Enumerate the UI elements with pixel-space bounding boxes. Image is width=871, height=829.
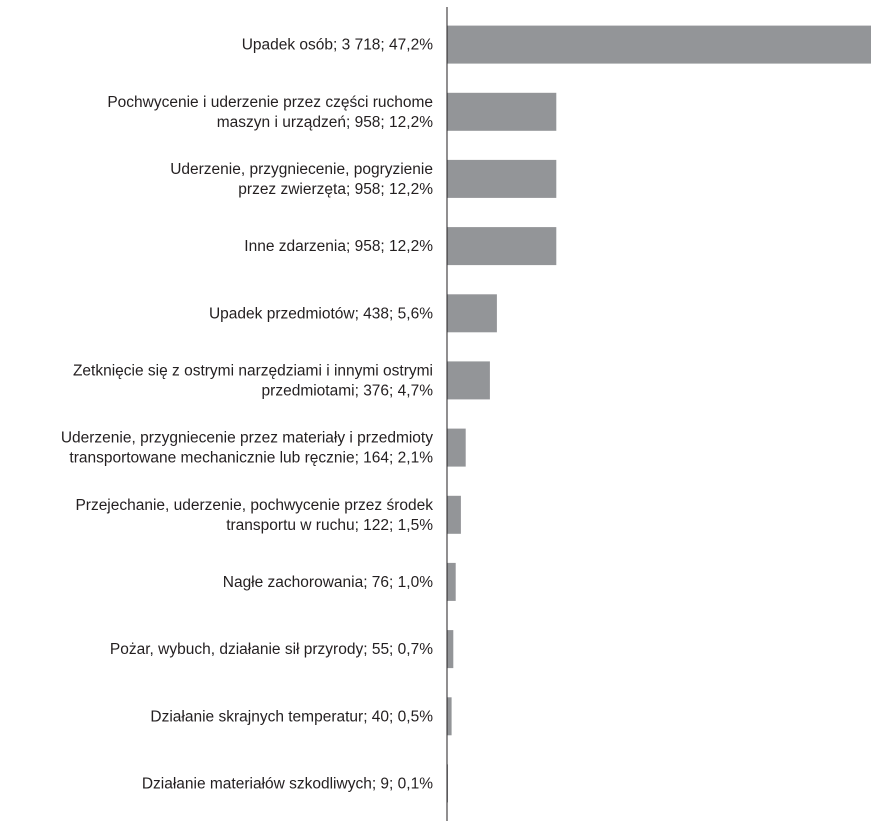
bar-10: [447, 630, 454, 669]
category-labels-group: Upadek osób; 3 718; 47,2% Pochwycenie i u…: [61, 37, 433, 793]
bar-6: [447, 361, 490, 400]
category-label-4: Inne zdarzenia; 958; 12,2%: [244, 238, 433, 255]
bar-2: [447, 92, 557, 131]
category-label-line: Nagłe zachorowania; 76; 1,0%: [223, 574, 433, 591]
bar-4: [447, 227, 557, 266]
bar-7: [447, 428, 466, 467]
category-label-1: Upadek osób; 3 718; 47,2%: [242, 37, 434, 54]
bar-3: [447, 159, 557, 198]
category-label-line: Pochwycenie i uderzenie przez części ruc…: [107, 94, 433, 111]
category-label-9: Nagłe zachorowania; 76; 1,0%: [223, 574, 433, 591]
category-label-3: Uderzenie, przygniecenie, pogryzienie prz…: [170, 161, 433, 198]
bar-1: [447, 25, 871, 64]
category-label-5: Upadek przedmiotów; 438; 5,6%: [209, 305, 433, 322]
category-label-line: transportu w ruchu; 122; 1,5%: [226, 517, 433, 534]
category-label-6: Zetknięcie się z ostrymi narzędziami i i…: [73, 362, 433, 399]
category-label-7: Uderzenie, przygniecenie przez materiały…: [61, 430, 433, 467]
category-label-line: Przejechanie, uderzenie, pochwycenie prz…: [75, 497, 433, 514]
bars-group: [447, 25, 871, 803]
category-label-line: Pożar, wybuch, działanie sił przyrody; 5…: [110, 641, 433, 658]
category-label-line: Uderzenie, przygniecenie przez materiały…: [61, 430, 433, 447]
bar-11: [447, 697, 452, 736]
category-label-line: przez zwierzęta; 958; 12,2%: [238, 181, 433, 198]
category-label-10: Pożar, wybuch, działanie sił przyrody; 5…: [110, 641, 433, 658]
category-label-line: Działanie materiałów szkodliwych; 9; 0,1…: [142, 775, 433, 792]
category-label-line: Inne zdarzenia; 958; 12,2%: [244, 238, 433, 255]
category-label-8: Przejechanie, uderzenie, pochwycenie prz…: [75, 497, 433, 534]
category-label-line: Upadek przedmiotów; 438; 5,6%: [209, 305, 433, 322]
category-label-line: Upadek osób; 3 718; 47,2%: [242, 37, 434, 54]
category-label-line: Zetknięcie się z ostrymi narzędziami i i…: [73, 362, 433, 379]
category-label-12: Działanie materiałów szkodliwych; 9; 0,1…: [142, 775, 433, 792]
category-label-line: transportowane mechanicznie lub ręcznie;…: [69, 450, 433, 467]
category-label-2: Pochwycenie i uderzenie przez części ruc…: [107, 94, 433, 131]
category-label-11: Działanie skrajnych temperatur; 40; 0,5%: [150, 708, 433, 725]
bar-8: [447, 495, 461, 534]
category-label-line: Działanie skrajnych temperatur; 40; 0,5%: [150, 708, 433, 725]
category-label-line: przedmiotami; 376; 4,7%: [262, 382, 434, 399]
category-label-line: Uderzenie, przygniecenie, pogryzienie: [170, 161, 433, 178]
bar-9: [447, 562, 456, 601]
category-label-line: maszyn i urządzeń; 958; 12,2%: [217, 114, 433, 131]
bar-5: [447, 294, 497, 333]
